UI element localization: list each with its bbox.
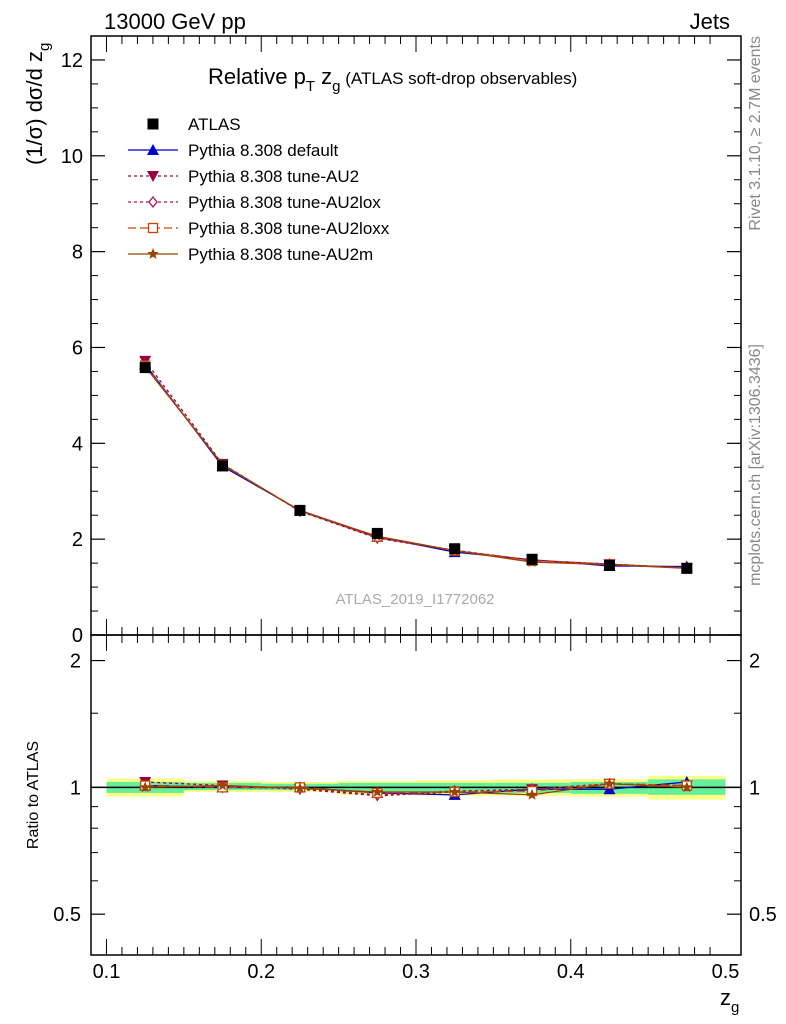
main-y-tick-label: 0 bbox=[72, 625, 83, 647]
ratio-y-tick-label: 0.5 bbox=[53, 904, 81, 926]
ratio-series-group bbox=[139, 775, 693, 802]
legend-entry: Pythia 8.308 default bbox=[128, 141, 339, 160]
legend-label: Pythia 8.308 tune-AU2m bbox=[188, 245, 373, 264]
ratio-y-tick-label-right: 1 bbox=[749, 777, 760, 799]
header-left-label: 13000 GeV pp bbox=[104, 9, 246, 34]
header-right-label: Jets bbox=[690, 9, 730, 34]
ratio-series-point bbox=[139, 781, 151, 793]
ratio-series-line bbox=[145, 783, 687, 796]
main-y-axis-label: (1/σ) dσ/d zg bbox=[22, 43, 53, 165]
legend-label: ATLAS bbox=[188, 115, 241, 134]
atlas-data-point bbox=[294, 504, 306, 516]
legend-entry: Pythia 8.308 tune-AU2lox bbox=[128, 193, 381, 212]
ratio-panel: 0.5 0.5 1 1 2 2 0.1 0.2 0.3 0.4 0.5 bbox=[53, 634, 777, 983]
ratio-series-point bbox=[371, 786, 384, 797]
atlas-data-point bbox=[681, 562, 693, 574]
legend-entry: ATLAS bbox=[147, 115, 241, 134]
legend-marker bbox=[147, 222, 159, 234]
x-tick-label: 0.4 bbox=[557, 961, 585, 983]
legend-entry: Pythia 8.308 tune-AU2m bbox=[128, 245, 373, 264]
atlas-data-point bbox=[603, 560, 615, 572]
ratio-series-point bbox=[294, 782, 306, 794]
ratio-series-point bbox=[448, 786, 461, 797]
x-tick-label: 0.2 bbox=[247, 961, 275, 983]
mcplots-info-label: mcplots.cern.ch [arXiv:1306.3436] bbox=[747, 344, 764, 586]
legend-entry: Pythia 8.308 tune-AU2loxx bbox=[128, 219, 390, 238]
legend-entry: Pythia 8.308 tune-AU2 bbox=[128, 167, 359, 186]
legend-marker bbox=[147, 118, 159, 130]
main-series-line bbox=[144, 366, 687, 570]
legend-label: Pythia 8.308 default bbox=[188, 141, 339, 160]
ratio-y-ticks: 0.5 0.5 1 1 2 2 bbox=[53, 651, 777, 927]
main-x-ticks bbox=[90, 36, 711, 635]
x-axis-label: zg bbox=[720, 985, 739, 1016]
main-y-tick-label: 4 bbox=[72, 433, 83, 455]
ratio-series-point bbox=[526, 788, 538, 800]
x-tick-label: 0.1 bbox=[93, 961, 121, 983]
legend-marker bbox=[147, 144, 159, 155]
x-tick-label: 0.5 bbox=[712, 961, 740, 983]
atlas-data-point bbox=[526, 553, 538, 565]
main-y-tick-label: 12 bbox=[61, 50, 83, 72]
ratio-y-tick-label: 2 bbox=[70, 651, 81, 673]
ratio-y-tick-label-right: 2 bbox=[749, 651, 760, 673]
atlas-data-point bbox=[371, 527, 383, 539]
main-series-group bbox=[139, 355, 693, 574]
x-tick-label: 0.3 bbox=[402, 961, 430, 983]
main-y-ticks: 0 2 4 6 8 10 12 bbox=[61, 35, 741, 647]
legend-label: Pythia 8.308 tune-AU2lox bbox=[188, 193, 381, 212]
main-y-tick-label: 8 bbox=[72, 242, 83, 264]
legend-marker bbox=[147, 248, 159, 259]
main-y-tick-label: 6 bbox=[72, 337, 83, 359]
main-y-tick-label: 10 bbox=[61, 146, 83, 168]
legend-marker bbox=[147, 171, 159, 182]
legend-marker bbox=[148, 195, 158, 209]
atlas-data-point bbox=[217, 460, 229, 472]
ratio-series-point bbox=[681, 781, 693, 793]
atlas-data-point bbox=[449, 543, 461, 555]
ratio-uncertainty-bands bbox=[91, 775, 741, 800]
rivet-info-label: Rivet 3.1.10, ≥ 2.7M events bbox=[747, 36, 764, 231]
ratio-y-axis-label: Ratio to ATLAS bbox=[25, 741, 42, 849]
main-y-tick-label: 2 bbox=[72, 529, 83, 551]
analysis-watermark: ATLAS_2019_I1772062 bbox=[335, 591, 494, 608]
legend-label: Pythia 8.308 tune-AU2loxx bbox=[188, 219, 390, 238]
legend-label: Pythia 8.308 tune-AU2 bbox=[188, 167, 359, 186]
main-panel: 0 2 4 6 8 10 12 bbox=[61, 35, 742, 647]
ratio-y-tick-label-right: 0.5 bbox=[749, 904, 777, 926]
ratio-y-tick-label: 1 bbox=[70, 777, 81, 799]
plot-title: Relative pT zg (ATLAS soft-drop observab… bbox=[208, 64, 577, 95]
ratio-series-point bbox=[216, 779, 229, 791]
legend: ATLAS Pythia 8.308 default Pythia 8.308 tu… bbox=[128, 115, 390, 264]
ratio-x-ticks: 0.1 0.2 0.3 0.4 0.5 bbox=[90, 635, 740, 983]
ratio-series-point bbox=[603, 777, 616, 789]
atlas-data-point bbox=[139, 362, 151, 374]
